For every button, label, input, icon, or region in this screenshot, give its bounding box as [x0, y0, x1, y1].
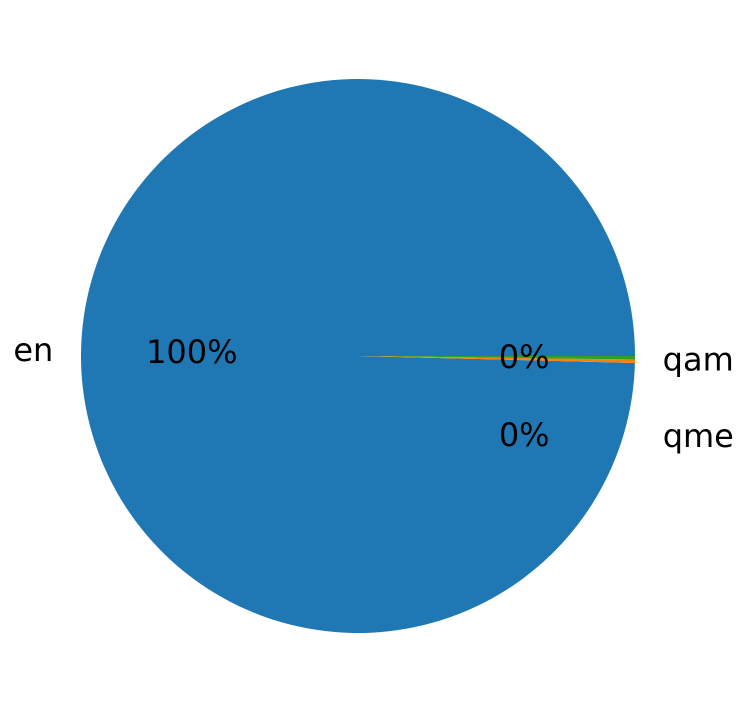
slice-label-qam: qam: [663, 341, 734, 379]
pie-slice-qam: [358, 356, 635, 363]
slice-label-qme: qme: [663, 417, 734, 455]
pie-slice-qme: [358, 356, 635, 360]
slice-label-en: en: [13, 331, 53, 369]
slice-pct-label-qam: 0%: [499, 338, 550, 376]
slice-pct-label-en: 100%: [146, 333, 237, 371]
slice-pct-label-qme: 0%: [499, 416, 550, 454]
pie-slice-en: [80, 79, 635, 634]
